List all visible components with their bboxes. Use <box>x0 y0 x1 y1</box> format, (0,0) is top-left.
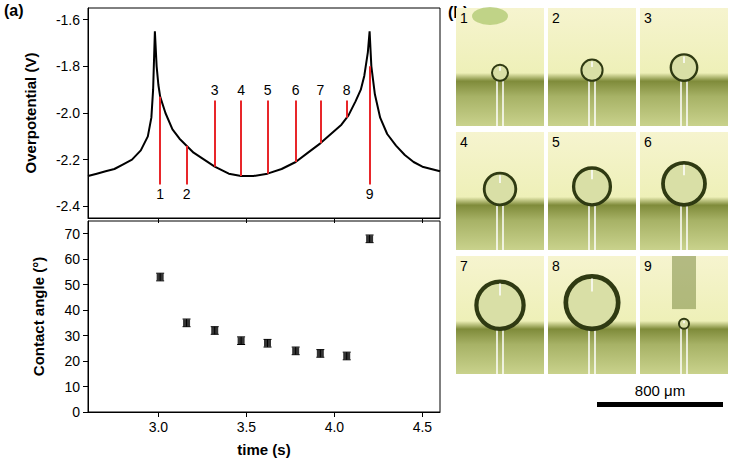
svg-text:30: 30 <box>64 328 80 344</box>
svg-text:800 μm: 800 μm <box>635 382 685 399</box>
svg-text:1: 1 <box>460 10 468 26</box>
svg-text:2: 2 <box>552 10 560 26</box>
svg-text:time (s): time (s) <box>237 441 290 458</box>
svg-text:-2.0: -2.0 <box>56 105 80 121</box>
svg-text:4.0: 4.0 <box>325 419 345 435</box>
svg-text:0: 0 <box>72 404 80 420</box>
svg-text:(a): (a) <box>4 2 24 19</box>
svg-text:7: 7 <box>316 82 324 98</box>
svg-text:4: 4 <box>237 82 245 98</box>
svg-text:8: 8 <box>552 258 560 274</box>
svg-text:-2.4: -2.4 <box>56 198 80 214</box>
svg-text:4: 4 <box>460 134 468 150</box>
svg-text:70: 70 <box>64 226 80 242</box>
svg-text:8: 8 <box>343 82 351 98</box>
svg-text:3.0: 3.0 <box>149 419 169 435</box>
svg-text:2: 2 <box>183 186 191 202</box>
svg-text:50: 50 <box>64 277 80 293</box>
svg-text:1: 1 <box>156 186 164 202</box>
svg-text:-1.8: -1.8 <box>56 58 80 74</box>
svg-text:5: 5 <box>552 134 560 150</box>
svg-text:-1.6: -1.6 <box>56 12 80 28</box>
svg-text:10: 10 <box>64 379 80 395</box>
svg-text:9: 9 <box>366 186 374 202</box>
svg-text:3: 3 <box>211 82 219 98</box>
svg-text:60: 60 <box>64 251 80 267</box>
svg-text:-2.2: -2.2 <box>56 152 80 168</box>
svg-text:6: 6 <box>292 82 300 98</box>
svg-text:3: 3 <box>644 10 652 26</box>
svg-text:5: 5 <box>264 82 272 98</box>
svg-text:Contact angle (°): Contact angle (°) <box>30 257 47 376</box>
svg-text:3.5: 3.5 <box>237 419 257 435</box>
svg-text:4.5: 4.5 <box>413 419 433 435</box>
svg-text:20: 20 <box>64 353 80 369</box>
svg-text:Overpotential (V): Overpotential (V) <box>22 53 39 174</box>
svg-text:6: 6 <box>644 134 652 150</box>
svg-text:40: 40 <box>64 302 80 318</box>
svg-text:7: 7 <box>460 258 468 274</box>
svg-text:9: 9 <box>644 258 652 274</box>
